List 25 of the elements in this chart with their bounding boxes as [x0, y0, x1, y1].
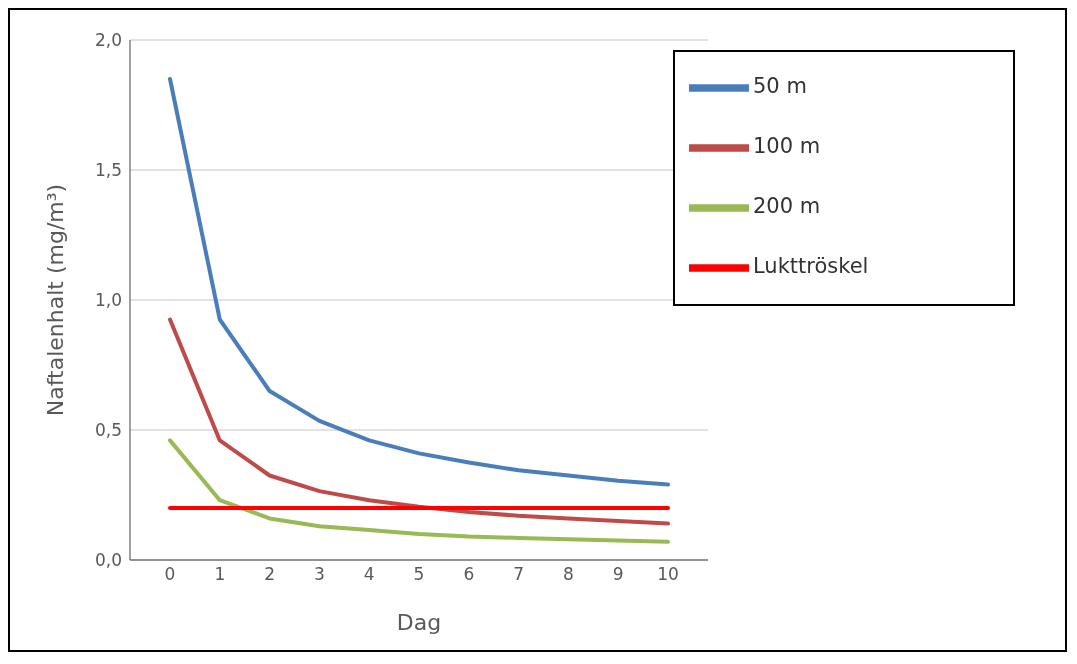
x-tick-label: 8 [562, 564, 574, 585]
legend-label: 100 m [753, 133, 821, 158]
y-tick-label: 1,5 [94, 160, 122, 181]
y-tick-label: 2,0 [94, 30, 122, 51]
legend-label: 200 m [753, 193, 821, 218]
x-tick-label: 9 [612, 564, 624, 585]
x-tick-label: 4 [363, 564, 375, 585]
y-tick-label: 0,0 [94, 550, 122, 571]
x-tick-label: 6 [463, 564, 475, 585]
y-tick-label: 0,5 [94, 420, 122, 441]
x-tick-label: 0 [164, 564, 176, 585]
y-axis-title: Naftalenhalt (mg/m³) [42, 183, 68, 417]
x-tick-label: 3 [313, 564, 325, 585]
legend-label: 50 m [753, 73, 807, 98]
x-tick-label: 5 [413, 564, 425, 585]
x-tick-label: 1 [214, 564, 226, 585]
line-series [168, 77, 670, 487]
x-tick-label: 2 [264, 564, 276, 585]
y-tick-label: 1,0 [94, 290, 122, 311]
x-tick-label: 7 [513, 564, 525, 585]
line-series [168, 438, 670, 544]
legend-label: Lukttröskel [753, 253, 869, 278]
x-tick-label: 10 [657, 564, 679, 585]
line-series [168, 317, 670, 526]
x-axis-title: Dag [396, 610, 442, 635]
